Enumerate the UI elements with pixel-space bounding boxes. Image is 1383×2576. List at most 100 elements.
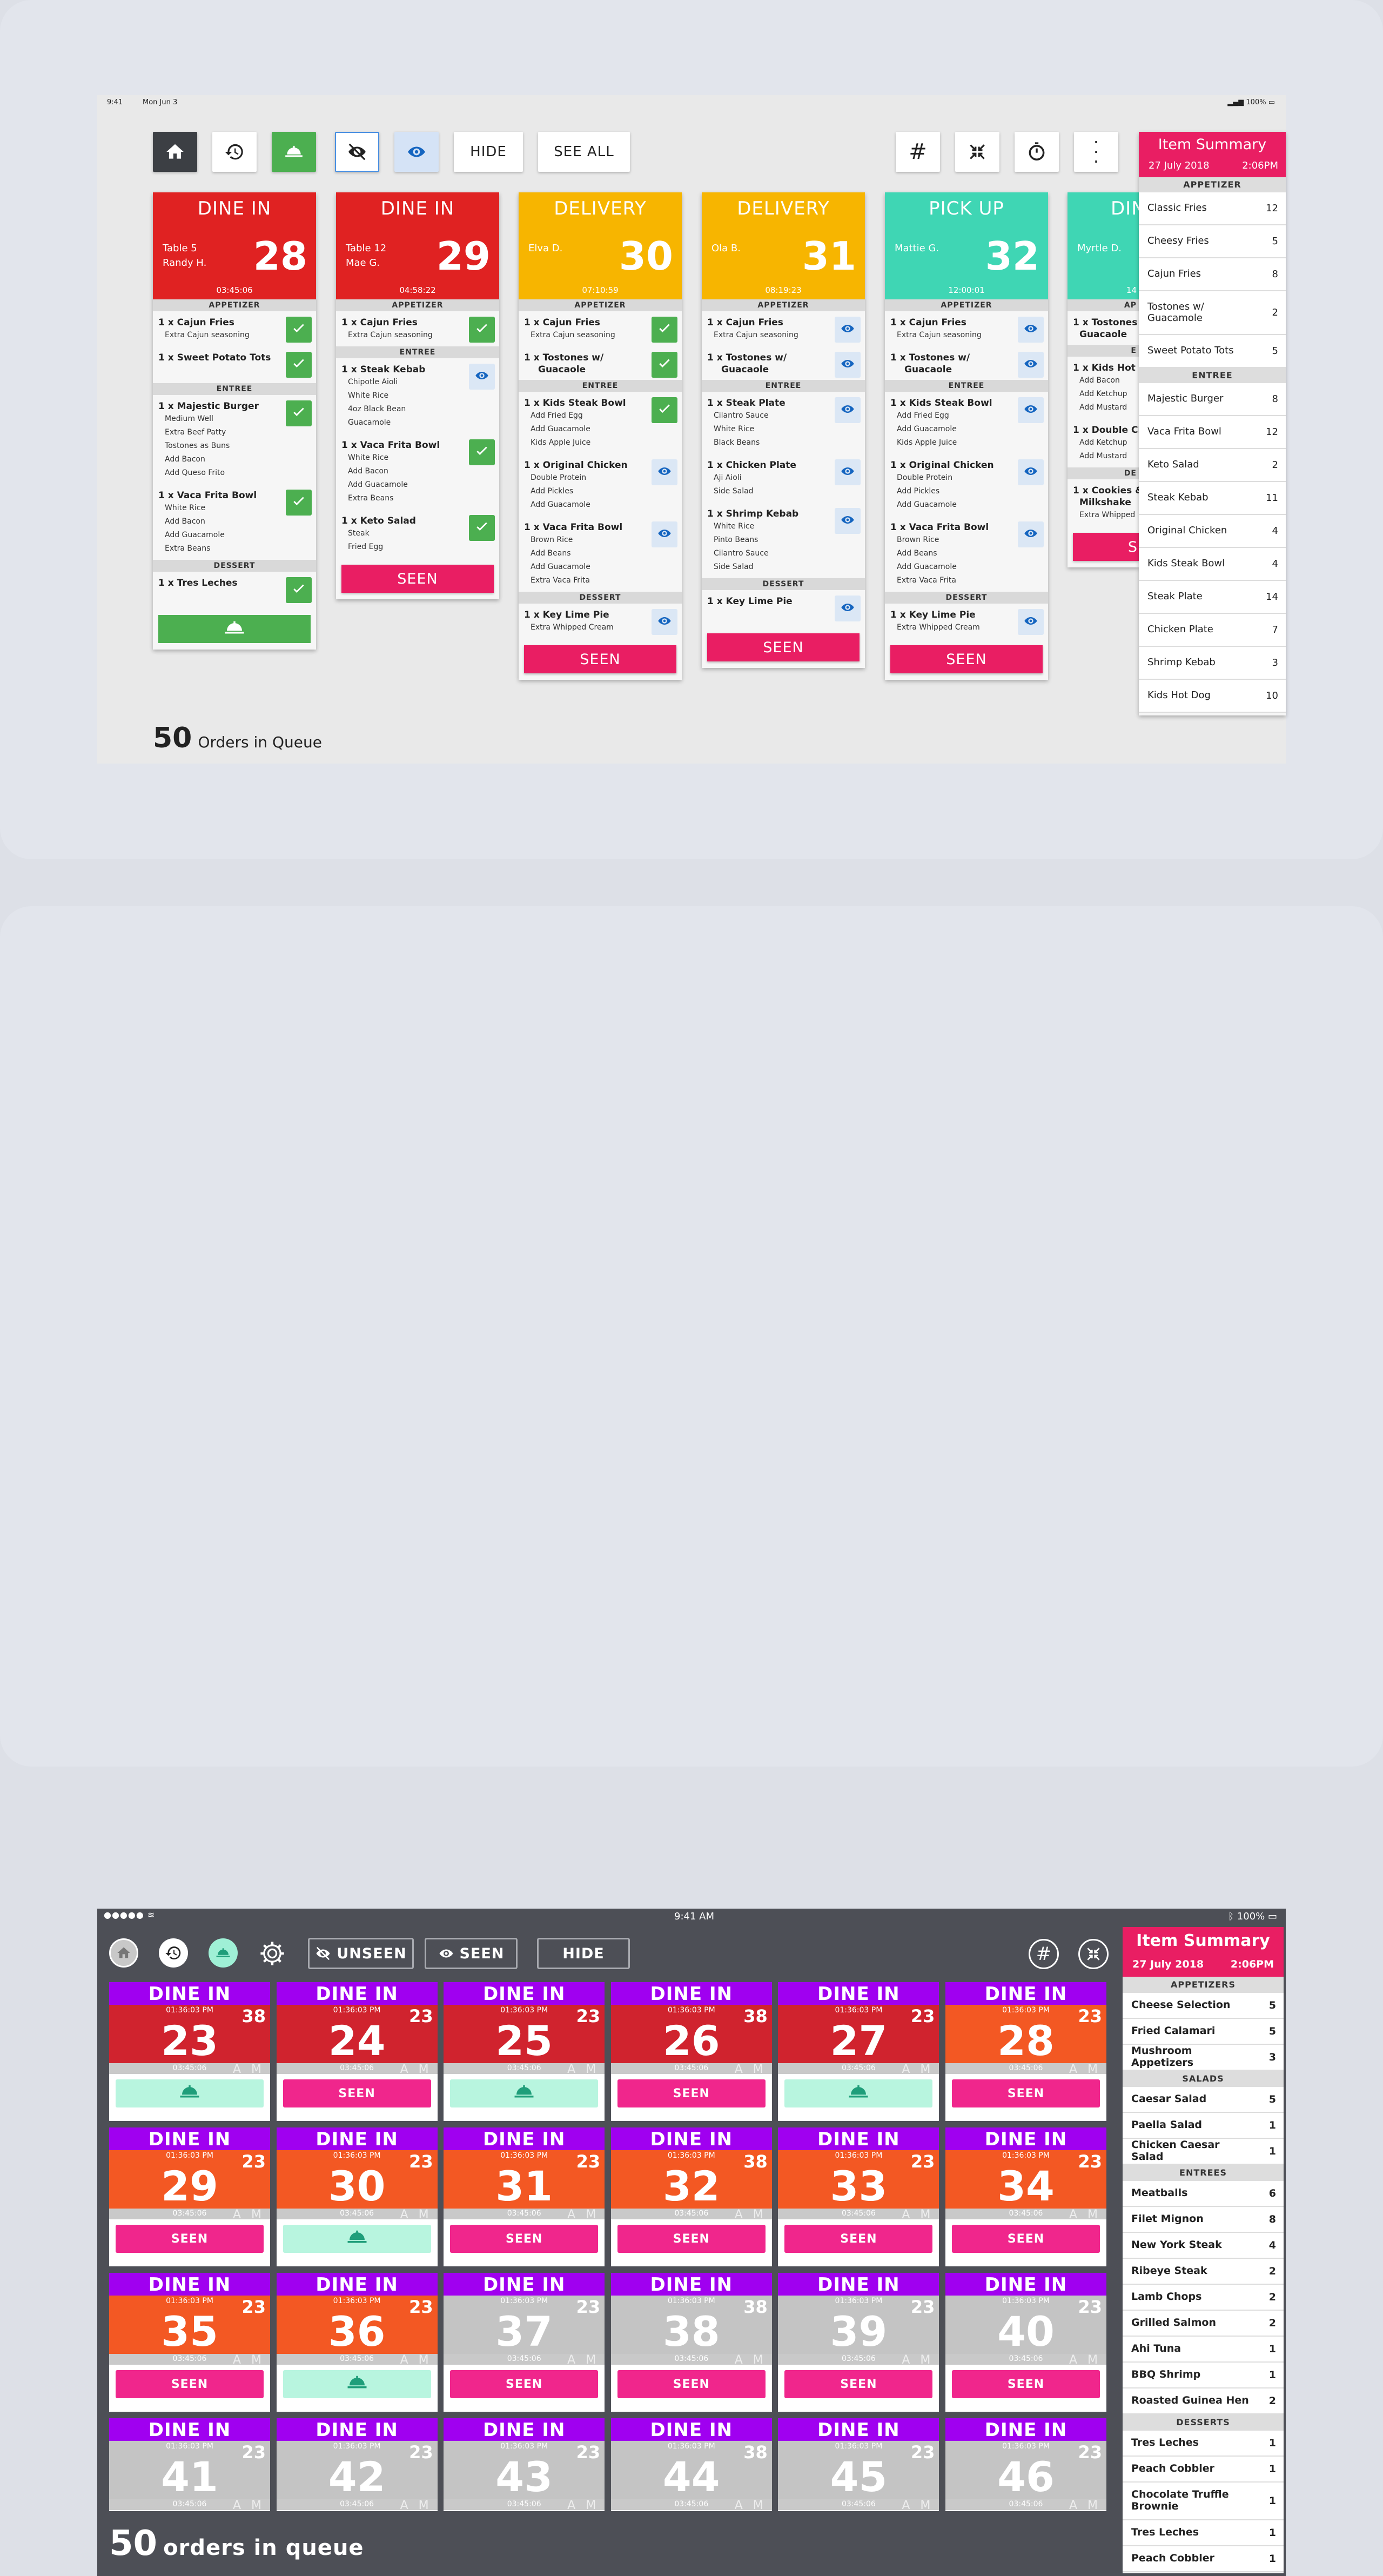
item-done-button[interactable] (652, 317, 677, 343)
seen-button[interactable]: SEEN (617, 2370, 766, 2398)
summary-row[interactable]: Chicken Caesar Salad 1 (1123, 2139, 1284, 2165)
summary-row[interactable]: Kids Steak Bowl 4 (1139, 548, 1286, 581)
item-seen-button[interactable] (652, 459, 677, 485)
summary-row[interactable]: Kids Hot Dog 10 (1139, 680, 1286, 713)
item-seen-button[interactable] (835, 397, 861, 423)
number-button[interactable]: # (896, 132, 940, 172)
summary-row[interactable]: New York Steak 4 (1123, 2233, 1284, 2259)
summary-row[interactable]: Tres Leches 1 (1123, 2431, 1284, 2457)
summary-row[interactable]: BBQ Shrimp 1 (1123, 2363, 1284, 2388)
seen-button[interactable]: SEEN (450, 2370, 599, 2398)
summary-row[interactable]: Fried Calamari 5 (1123, 2019, 1284, 2045)
bump-ready-button[interactable] (158, 615, 311, 643)
order-tile[interactable]: DINE IN 01:36:03 PM 23 46 03:45:06 A M (945, 2418, 1106, 2512)
summary-row[interactable]: Chocolate Truffle Brownie 1 (1123, 2483, 1284, 2520)
bump-ready-button[interactable] (450, 2079, 599, 2107)
home-button[interactable] (109, 1938, 138, 1968)
order-tile[interactable]: DINE IN 01:36:03 PM 23 27 03:45:06 A M (778, 1982, 939, 2121)
order-tile[interactable]: DINE IN 01:36:03 PM 23 30 03:45:06 A M (276, 2127, 438, 2266)
summary-row[interactable]: Shrimp Kebab 3 (1139, 647, 1286, 680)
order-tile[interactable]: DINE IN 01:36:03 PM 23 35 03:45:06 A M SEEN (109, 2273, 270, 2412)
item-seen-button[interactable] (835, 459, 861, 485)
summary-row[interactable]: Vaca Frita Bowl 12 (1139, 416, 1286, 449)
ready-bell-button[interactable] (272, 132, 316, 172)
item-seen-button[interactable] (652, 521, 677, 547)
unseen-button[interactable]: UNSEEN (308, 1938, 414, 1969)
seen-button[interactable]: SEEN (450, 2225, 599, 2253)
order-tile[interactable]: DINE IN 01:36:03 PM 23 36 03:45:06 A M (276, 2273, 438, 2412)
order-ticket[interactable]: DELIVERY Elva D. 30 07:10:59 APPETIZER 1 x Ca… (519, 192, 682, 680)
seen-button[interactable]: SEEN (524, 645, 676, 673)
item-seen-button[interactable] (1018, 352, 1044, 378)
summary-row[interactable]: Majestic Burger 8 (1139, 383, 1286, 416)
summary-row[interactable]: Peach Cobbler 1 (1123, 2457, 1284, 2483)
summary-row[interactable]: Sweet Potato Tots 5 (1139, 335, 1286, 368)
settings-button[interactable] (257, 1938, 287, 1969)
seen-button[interactable]: SEEN (341, 565, 494, 593)
item-done-button[interactable] (286, 317, 312, 343)
order-tile[interactable]: DINE IN 01:36:03 PM 23 31 03:45:06 A M SEEN (444, 2127, 605, 2266)
seen-button[interactable]: SEEN (707, 633, 860, 661)
order-tile[interactable]: DINE IN 01:36:03 PM 38 26 03:45:06 A M SEEN (610, 1982, 772, 2121)
seen-button[interactable]: SEEN (952, 2079, 1100, 2107)
seen-button[interactable]: SEEN (890, 645, 1043, 673)
item-seen-button[interactable] (835, 508, 861, 534)
order-ticket[interactable]: DINE IN Table 5 Randy H. 28 03:45:06 APPETIZE… (153, 192, 316, 650)
item-seen-button[interactable] (1018, 317, 1044, 343)
item-done-button[interactable] (469, 317, 495, 343)
order-tile[interactable]: DINE IN 01:36:03 PM 38 44 03:45:06 A M (610, 2418, 772, 2512)
seen-button[interactable]: SEEN (784, 2370, 933, 2398)
bump-ready-button[interactable] (283, 2370, 431, 2398)
item-seen-button[interactable] (469, 364, 495, 390)
summary-row[interactable]: Paella Salad 1 (1123, 2113, 1284, 2139)
bump-ready-button[interactable] (116, 2079, 264, 2107)
order-ticket[interactable]: DINE IN Table 12 Mae G. 29 04:58:22 APPETIZER… (336, 192, 499, 599)
item-seen-button[interactable] (1018, 397, 1044, 423)
summary-row[interactable]: Ahi Tuna 1 (1123, 2337, 1284, 2363)
item-seen-button[interactable] (835, 352, 861, 378)
order-tile[interactable]: DINE IN 01:36:03 PM 23 39 03:45:06 A M SEEN (778, 2273, 939, 2412)
item-seen-button[interactable] (835, 317, 861, 343)
seen-button[interactable]: SEEN (952, 2225, 1100, 2253)
summary-row[interactable]: Chicken Plate 7 (1139, 614, 1286, 647)
summary-row[interactable]: Caesar Salad 5 (1123, 2087, 1284, 2113)
order-tile[interactable]: DINE IN 01:36:03 PM 23 41 03:45:06 A M (109, 2418, 270, 2512)
order-tile[interactable]: DINE IN 01:36:03 PM 23 42 03:45:06 A M (276, 2418, 438, 2512)
seen-toggle-button[interactable] (394, 132, 439, 172)
unseen-toggle-button[interactable] (335, 132, 379, 172)
item-seen-button[interactable] (1018, 459, 1044, 485)
summary-row[interactable]: Roasted Guinea Hen 2 (1123, 2388, 1284, 2414)
order-tile[interactable]: DINE IN 01:36:03 PM 23 43 03:45:06 A M (444, 2418, 605, 2512)
order-tile[interactable]: DINE IN 01:36:03 PM 23 24 03:45:06 A M SEEN (276, 1982, 438, 2121)
summary-row[interactable]: Cheese Selection 5 (1123, 1993, 1284, 2019)
summary-row[interactable]: Filet Mignon 8 (1123, 2207, 1284, 2233)
seen-button[interactable]: SEEN (116, 2370, 264, 2398)
order-tile[interactable]: DINE IN 01:36:03 PM 23 29 03:45:06 A M SEEN (109, 2127, 270, 2266)
seen-button[interactable]: SEEN (116, 2225, 264, 2253)
order-tile[interactable]: DINE IN 01:36:03 PM 38 32 03:45:06 A M SEEN (610, 2127, 772, 2266)
item-seen-button[interactable] (652, 609, 677, 635)
seen-button[interactable]: SEEN (425, 1938, 518, 1969)
order-tile[interactable]: DINE IN 01:36:03 PM 23 34 03:45:06 A M SEEN (945, 2127, 1106, 2266)
summary-row[interactable]: Ribeye Steak 2 (1123, 2259, 1284, 2285)
order-tile[interactable]: DINE IN 01:36:03 PM 23 40 03:45:06 A M SEEN (945, 2273, 1106, 2412)
item-seen-button[interactable] (1018, 609, 1044, 635)
compact-button[interactable] (1078, 1939, 1109, 1969)
order-tile[interactable]: DINE IN 01:36:03 PM 38 38 03:45:06 A M SEEN (610, 2273, 772, 2412)
item-done-button[interactable] (469, 439, 495, 465)
seen-button[interactable]: SEEN (952, 2370, 1100, 2398)
more-button[interactable]: · · · (1074, 132, 1118, 172)
item-done-button[interactable] (652, 397, 677, 423)
order-ticket[interactable]: DELIVERY Ola B. 31 08:19:23 APPETIZER 1 x Caj… (702, 192, 865, 668)
number-button[interactable]: # (1029, 1939, 1059, 1969)
summary-row[interactable]: Steak Plate 14 (1139, 581, 1286, 614)
summary-row[interactable]: Steak Kebab 11 (1139, 482, 1286, 515)
summary-row[interactable]: Cajun Fries 8 (1139, 258, 1286, 291)
history-button[interactable] (212, 132, 257, 172)
seen-button[interactable]: SEEN (617, 2079, 766, 2107)
item-done-button[interactable] (286, 400, 312, 426)
ready-bell-button[interactable] (209, 1938, 238, 1968)
bump-ready-button[interactable] (784, 2079, 933, 2107)
order-tile[interactable]: DINE IN 01:36:03 PM 23 25 03:45:06 A M (444, 1982, 605, 2121)
